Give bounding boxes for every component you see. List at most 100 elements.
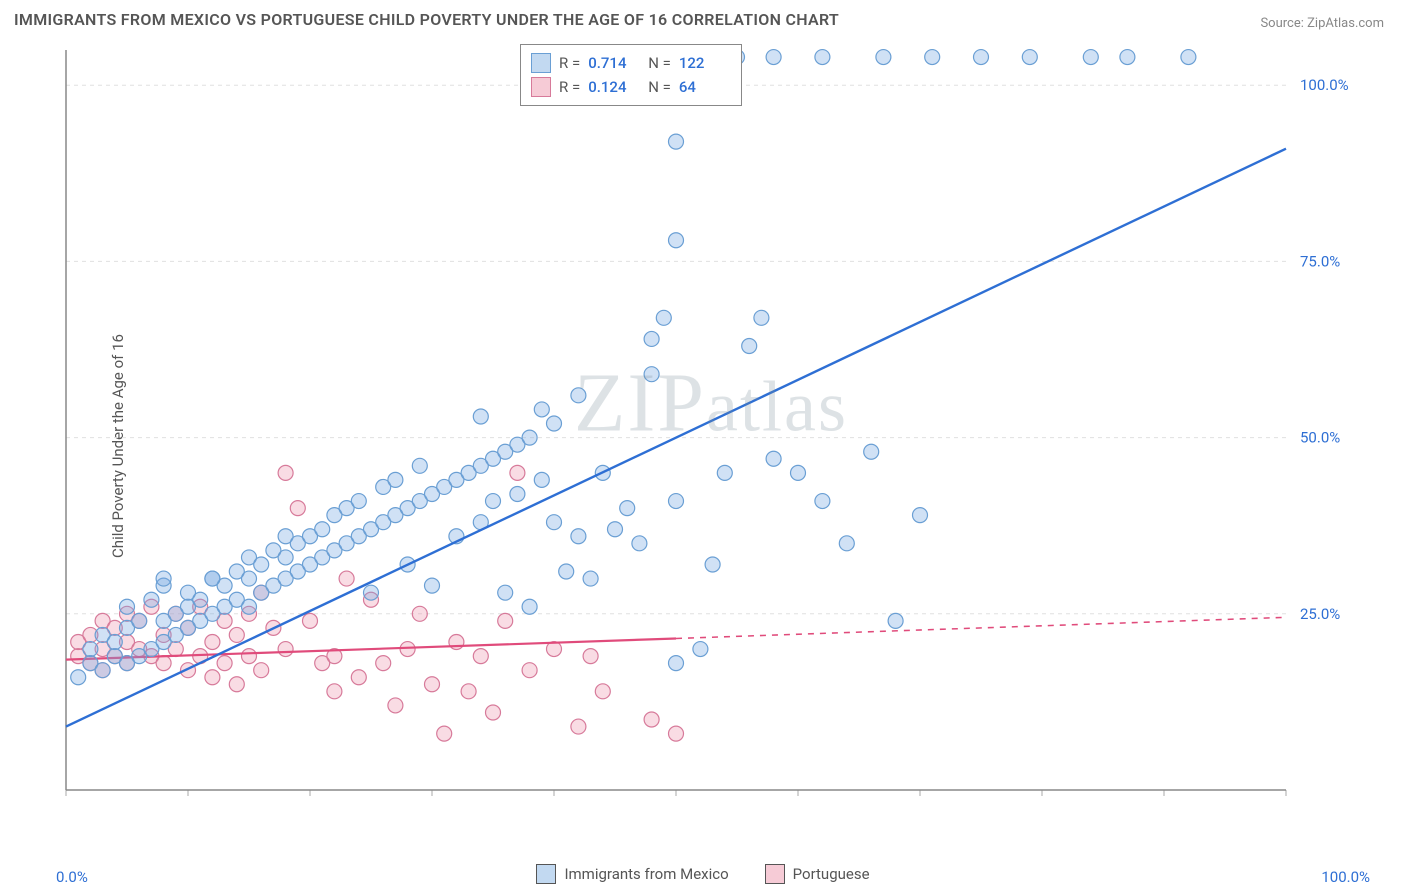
data-point	[1083, 50, 1098, 65]
data-point	[766, 50, 781, 65]
series-legend-item: Portuguese	[765, 864, 870, 884]
data-point	[486, 494, 501, 509]
data-point	[839, 536, 854, 551]
x-axis-min-label: 0.0%	[56, 868, 88, 886]
data-point	[583, 649, 598, 664]
data-point	[498, 585, 513, 600]
data-point	[534, 402, 549, 417]
legend-swatch	[765, 864, 785, 884]
series-legend: Immigrants from Mexico Portuguese	[0, 864, 1406, 888]
chart-title: IMMIGRANTS FROM MEXICO VS PORTUGUESE CHI…	[14, 10, 839, 29]
data-point	[473, 409, 488, 424]
data-point	[522, 663, 537, 678]
data-point	[791, 465, 806, 480]
legend-swatch	[536, 864, 556, 884]
source-attribution: Source: ZipAtlas.com	[1260, 16, 1384, 31]
data-point	[132, 613, 147, 628]
data-point	[669, 726, 684, 741]
legend-swatch	[531, 53, 551, 73]
data-point	[242, 599, 257, 614]
legend-n-label: N =	[648, 51, 671, 75]
data-point	[242, 571, 257, 586]
data-point	[327, 684, 342, 699]
data-point	[486, 705, 501, 720]
data-point	[71, 670, 86, 685]
data-point	[547, 515, 562, 530]
data-point	[925, 50, 940, 65]
legend-r-value: 0.714	[588, 51, 640, 75]
y-tick-label: 100.0%	[1300, 76, 1349, 94]
data-point	[522, 599, 537, 614]
data-point	[278, 550, 293, 565]
data-point	[229, 627, 244, 642]
data-point	[315, 522, 330, 537]
series-legend-item: Immigrants from Mexico	[536, 864, 728, 884]
scatter-plot-svg: 25.0%50.0%75.0%100.0%	[56, 40, 1366, 830]
data-point	[669, 656, 684, 671]
data-point	[412, 606, 427, 621]
data-point	[242, 649, 257, 664]
data-point	[205, 571, 220, 586]
data-point	[559, 564, 574, 579]
data-point	[205, 670, 220, 685]
series-legend-label: Immigrants from Mexico	[564, 865, 728, 883]
data-point	[571, 388, 586, 403]
source-name: ZipAtlas.com	[1307, 16, 1384, 31]
data-point	[120, 599, 135, 614]
data-point	[388, 472, 403, 487]
data-point	[534, 472, 549, 487]
legend-r-label: R =	[559, 75, 580, 99]
trend-line-extrapolated	[676, 617, 1286, 638]
data-point	[669, 134, 684, 149]
data-point	[278, 642, 293, 657]
data-point	[644, 712, 659, 727]
data-point	[229, 677, 244, 692]
data-point	[754, 310, 769, 325]
source-label: Source:	[1260, 16, 1303, 31]
legend-n-value: 122	[679, 51, 731, 75]
data-point	[913, 508, 928, 523]
data-point	[571, 719, 586, 734]
data-point	[510, 465, 525, 480]
data-point	[498, 613, 513, 628]
data-point	[1022, 50, 1037, 65]
data-point	[974, 50, 989, 65]
data-point	[888, 613, 903, 628]
data-point	[705, 557, 720, 572]
data-point	[217, 656, 232, 671]
legend-n-label: N =	[648, 75, 671, 99]
data-point	[522, 430, 537, 445]
data-point	[644, 331, 659, 346]
data-point	[205, 635, 220, 650]
data-point	[376, 656, 391, 671]
legend-row: R =0.124N =64	[531, 75, 731, 99]
data-point	[766, 451, 781, 466]
data-point	[547, 416, 562, 431]
data-point	[351, 670, 366, 685]
data-point	[412, 458, 427, 473]
data-point	[303, 613, 318, 628]
data-point	[632, 536, 647, 551]
data-point	[595, 684, 610, 699]
data-point	[437, 726, 452, 741]
data-point	[742, 339, 757, 354]
y-tick-label: 50.0%	[1300, 429, 1340, 447]
data-point	[95, 663, 110, 678]
data-point	[144, 592, 159, 607]
data-point	[669, 494, 684, 509]
data-point	[693, 642, 708, 657]
data-point	[620, 501, 635, 516]
chart-plot-area: 25.0%50.0%75.0%100.0% ZIPatlas	[56, 40, 1366, 830]
data-point	[425, 578, 440, 593]
data-point	[156, 656, 171, 671]
data-point	[510, 487, 525, 502]
legend-swatch	[531, 77, 551, 97]
legend-row: R =0.714N =122	[531, 51, 731, 75]
data-point	[388, 698, 403, 713]
data-point	[193, 592, 208, 607]
data-point	[876, 50, 891, 65]
data-point	[656, 310, 671, 325]
data-point	[425, 677, 440, 692]
data-point	[717, 465, 732, 480]
data-point	[290, 501, 305, 516]
